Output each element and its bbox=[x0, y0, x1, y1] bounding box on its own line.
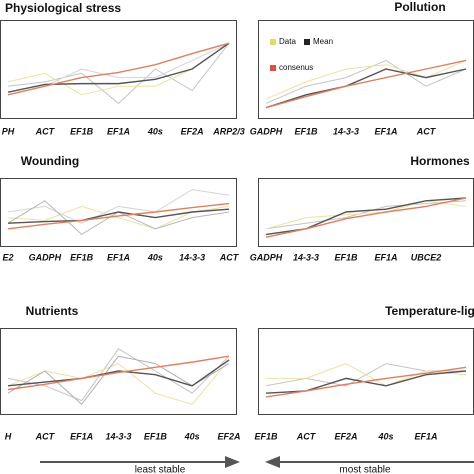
series-line bbox=[7, 42, 230, 93]
x-tick-label: EF1B bbox=[70, 126, 94, 136]
series-line bbox=[7, 42, 230, 105]
panel-title: Temperature-lig bbox=[385, 304, 474, 318]
x-tick-label: EF1B bbox=[294, 126, 318, 136]
x-tick-label: 40s bbox=[377, 431, 393, 441]
panel-frame bbox=[0, 328, 237, 415]
x-tick-label: ACT bbox=[35, 431, 56, 441]
x-tick-label: EF1A bbox=[107, 252, 130, 262]
x-tick-label: 14-3-3 bbox=[293, 252, 319, 262]
x-tick-label: EF1A bbox=[70, 431, 93, 441]
x-tick-label: GADPH bbox=[250, 252, 283, 262]
series-line bbox=[7, 355, 230, 391]
x-tick-label: ACT bbox=[219, 252, 240, 262]
x-tick-label: E2 bbox=[2, 252, 13, 262]
x-tick-label: EF1B bbox=[70, 252, 94, 262]
series-line bbox=[265, 200, 467, 230]
x-tick-label: UBCE2 bbox=[411, 252, 442, 262]
x-tick-label: 40s bbox=[147, 252, 163, 262]
legend-swatch bbox=[304, 39, 310, 45]
panel-title: Pollution bbox=[394, 0, 445, 14]
arrow-head bbox=[225, 456, 240, 468]
x-tick-label: 40s bbox=[184, 431, 200, 441]
series-line bbox=[265, 59, 467, 104]
legend-label: consenus bbox=[279, 63, 313, 72]
x-tick-label: ACT bbox=[416, 126, 437, 136]
series-line bbox=[7, 348, 230, 402]
x-tick-label: EF1A bbox=[374, 126, 397, 136]
series-line bbox=[265, 197, 467, 238]
x-tick-label: EF1B bbox=[334, 252, 358, 262]
series-line bbox=[265, 59, 467, 100]
series-line bbox=[7, 42, 230, 96]
arrow-head bbox=[265, 456, 280, 468]
series-line bbox=[7, 359, 230, 387]
series-line bbox=[265, 366, 467, 398]
legend-swatch bbox=[270, 65, 276, 71]
panel-title: Wounding bbox=[21, 154, 79, 168]
series-line bbox=[7, 208, 230, 224]
x-tick-label: ARP2/3 bbox=[212, 126, 245, 136]
x-tick-label: ACT bbox=[296, 431, 317, 441]
series-line bbox=[265, 59, 467, 109]
x-tick-label: 14-3-3 bbox=[105, 431, 131, 441]
x-tick-label: EF1B bbox=[144, 431, 168, 441]
panel-frame bbox=[0, 20, 237, 119]
x-tick-label: PH bbox=[2, 126, 15, 136]
x-tick-label: EF1A bbox=[107, 126, 130, 136]
footer-right: most stable bbox=[339, 465, 391, 474]
panel-title: Hormones bbox=[410, 154, 470, 168]
x-tick-label: EF2A bbox=[217, 431, 240, 441]
legend-label: Data bbox=[279, 37, 296, 46]
x-tick-label: 14-3-3 bbox=[179, 252, 205, 262]
x-tick-label: EF2A bbox=[334, 431, 357, 441]
series-line bbox=[7, 202, 230, 230]
x-tick-label: EF2A bbox=[181, 126, 204, 136]
x-tick-label: ACT bbox=[35, 126, 56, 136]
panel-frame bbox=[0, 178, 237, 247]
legend-label: Mean bbox=[313, 37, 333, 46]
x-tick-label: H bbox=[5, 431, 12, 441]
x-tick-label: EF1B bbox=[254, 431, 278, 441]
x-tick-label: GADPH bbox=[29, 252, 62, 262]
x-tick-label: EF1A bbox=[414, 431, 437, 441]
series-line bbox=[7, 189, 230, 224]
series-line bbox=[265, 197, 467, 236]
x-tick-label: GADPH bbox=[250, 126, 283, 136]
x-tick-label: 14-3-3 bbox=[333, 126, 359, 136]
series-line bbox=[265, 200, 467, 230]
x-tick-label: 40s bbox=[147, 126, 163, 136]
legend-swatch bbox=[270, 39, 276, 45]
panel-title: Nutrients bbox=[26, 304, 79, 318]
x-tick-label: EF1A bbox=[374, 252, 397, 262]
panel-title: Physiological stress bbox=[5, 1, 121, 15]
series-line bbox=[265, 68, 467, 109]
footer-left: least stable bbox=[135, 465, 186, 474]
